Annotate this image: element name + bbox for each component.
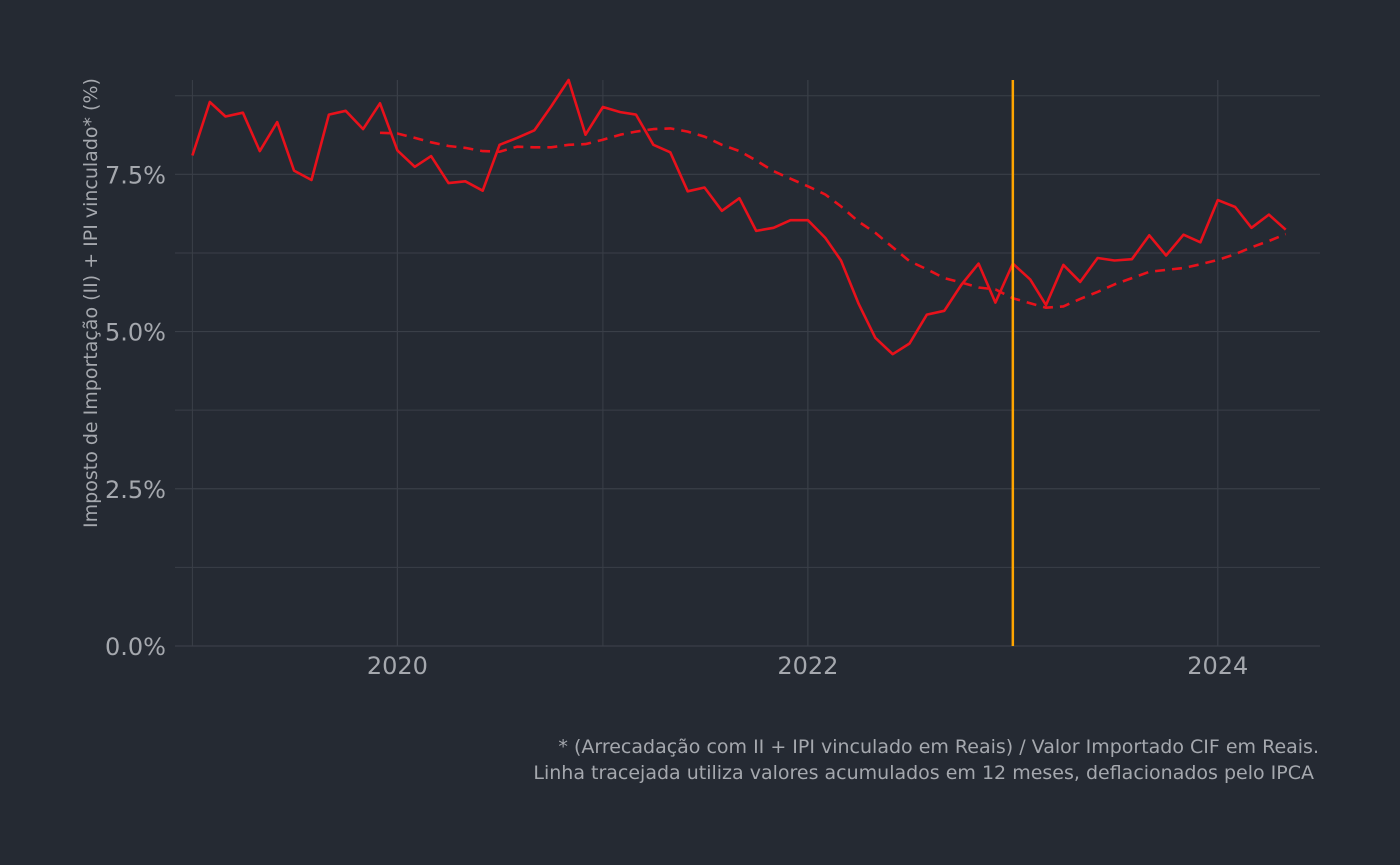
- series-line-12m-accumulated: [379, 127, 1287, 310]
- x-tick-label: 2022: [777, 652, 838, 680]
- y-axis-title: Imposto de Importação (II) + IPI vincula…: [80, 78, 102, 528]
- major-gridlines: [175, 80, 1320, 647]
- y-tick-label: 5.0%: [105, 319, 166, 347]
- y-tick-label: 0.0%: [105, 633, 166, 661]
- x-tick-label: 2020: [367, 652, 428, 680]
- x-axis-tick-labels: 2020 2022 2024: [367, 652, 1249, 680]
- series-line-monthly: [191, 78, 1287, 356]
- caption-line-2: Linha tracejada utiliza valores acumulad…: [533, 762, 1314, 784]
- y-tick-label: 2.5%: [105, 476, 166, 504]
- y-tick-label: 7.5%: [105, 161, 166, 189]
- x-tick-label: 2024: [1187, 652, 1248, 680]
- y-axis-tick-labels: 0.0% 2.5% 5.0% 7.5%: [105, 161, 166, 661]
- minor-gridlines: [175, 80, 1320, 646]
- series-layer: [191, 78, 1287, 356]
- caption-line-1: * (Arrecadação com II + IPI vinculado em…: [558, 736, 1319, 758]
